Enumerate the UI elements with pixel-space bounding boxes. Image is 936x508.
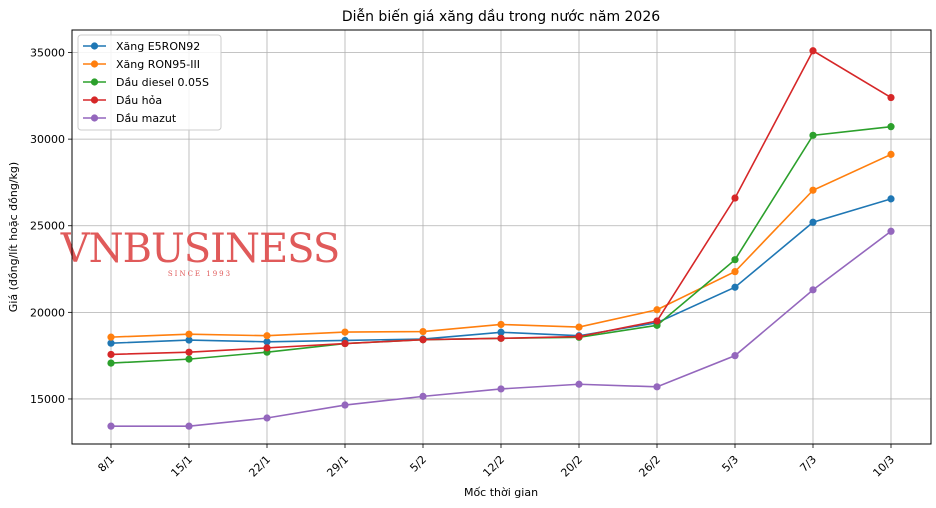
data-point — [497, 328, 505, 336]
watermark: VNBUSINESS SINCE 1993 — [60, 226, 341, 278]
data-point — [653, 306, 661, 314]
legend-marker — [90, 96, 99, 104]
data-point — [809, 286, 817, 294]
data-point — [887, 150, 895, 158]
data-point — [887, 93, 895, 102]
x-tick-label: 26/2 — [636, 453, 663, 480]
chart-title: Diễn biến giá xăng dầu trong nước năm 20… — [342, 8, 660, 25]
data-point — [419, 327, 427, 336]
data-point — [185, 355, 193, 363]
data-point — [185, 336, 193, 344]
legend: Xăng E5RON92 Xăng RON95-III Dầu diesel 0.0… — [77, 34, 222, 131]
data-point — [497, 334, 505, 342]
data-point — [419, 336, 427, 344]
series-group — [107, 150, 895, 341]
data-point — [887, 227, 895, 235]
data-point — [107, 422, 115, 430]
data-point — [575, 380, 583, 388]
x-tick-label: 20/2 — [558, 453, 585, 480]
legend-item: Dầu diesel 0.05S — [83, 76, 209, 89]
data-point — [107, 339, 115, 347]
legend-marker — [90, 78, 99, 86]
data-point — [497, 385, 505, 393]
x-axis-label: Mốc thời gian — [464, 486, 538, 499]
legend-box — [77, 34, 222, 131]
y-tick-label: 20000 — [30, 306, 65, 319]
y-axis: 15000 20000 25000 30000 35000 — [30, 47, 72, 406]
data-point — [731, 194, 739, 202]
legend-label: Dầu mazut — [116, 112, 177, 125]
series-group — [107, 47, 895, 359]
y-tick-label: 35000 — [30, 47, 65, 60]
legend-marker — [90, 42, 99, 50]
legend-item: Xăng RON95-III — [83, 58, 200, 71]
x-tick-label: 5/3 — [719, 453, 741, 475]
y-axis-label: Giá (đồng/lít hoặc đồng/kg) — [7, 162, 20, 312]
data-point — [263, 414, 271, 422]
data-point — [107, 350, 115, 359]
data-point — [263, 332, 271, 340]
y-tick-label: 25000 — [30, 220, 65, 233]
x-tick-label: 15/1 — [168, 453, 195, 480]
x-tick-label: 29/1 — [324, 453, 351, 480]
series-layer — [107, 47, 895, 430]
series-group — [107, 227, 895, 430]
data-point — [653, 317, 661, 325]
data-point — [887, 195, 895, 203]
legend-item: Dầu mazut — [83, 112, 177, 125]
data-point — [731, 352, 739, 360]
data-point — [887, 123, 895, 131]
data-point — [731, 268, 739, 276]
data-point — [653, 383, 661, 391]
data-point — [263, 338, 271, 346]
legend-label: Xăng RON95-III — [116, 58, 200, 71]
data-point — [107, 359, 115, 367]
data-point — [731, 283, 739, 291]
x-tick-label: 7/3 — [797, 453, 819, 475]
x-tick-label: 12/2 — [480, 453, 507, 480]
data-point — [185, 422, 193, 430]
legend-item: Xăng E5RON92 — [83, 40, 200, 53]
data-point — [809, 47, 817, 55]
data-point — [809, 218, 817, 226]
data-point — [497, 320, 505, 329]
data-point — [107, 333, 115, 341]
y-tick-label: 30000 — [30, 133, 65, 146]
x-tick-label: 10/3 — [870, 453, 897, 480]
legend-label: Dầu hỏa — [116, 94, 162, 107]
data-point — [575, 333, 583, 341]
legend-label: Dầu diesel 0.05S — [116, 76, 209, 89]
legend-label: Xăng E5RON92 — [116, 40, 200, 53]
data-point — [263, 344, 271, 352]
x-tick-label: 8/1 — [95, 453, 117, 475]
data-point — [185, 330, 193, 338]
legend-item: Dầu hỏa — [83, 94, 162, 107]
legend-marker — [90, 114, 99, 122]
legend-marker — [90, 60, 99, 68]
data-point — [341, 401, 349, 409]
data-point — [341, 339, 349, 348]
data-point — [809, 186, 817, 194]
data-point — [419, 392, 427, 400]
data-point — [185, 348, 193, 356]
x-tick-label: 5/2 — [407, 453, 429, 475]
watermark-since: SINCE 1993 — [168, 270, 232, 278]
data-point — [341, 328, 349, 336]
x-axis: 8/1 15/1 22/1 29/1 5/2 12/2 20/2 26/2 5/3 7/3 10/3 — [95, 444, 897, 480]
x-tick-label: 22/1 — [246, 453, 273, 480]
watermark-logo: VNBUSINESS — [60, 226, 340, 272]
plot-frame — [71, 29, 932, 445]
data-point — [731, 256, 739, 264]
y-tick-label: 15000 — [30, 393, 65, 406]
data-point — [575, 323, 583, 331]
data-point — [809, 131, 817, 139]
